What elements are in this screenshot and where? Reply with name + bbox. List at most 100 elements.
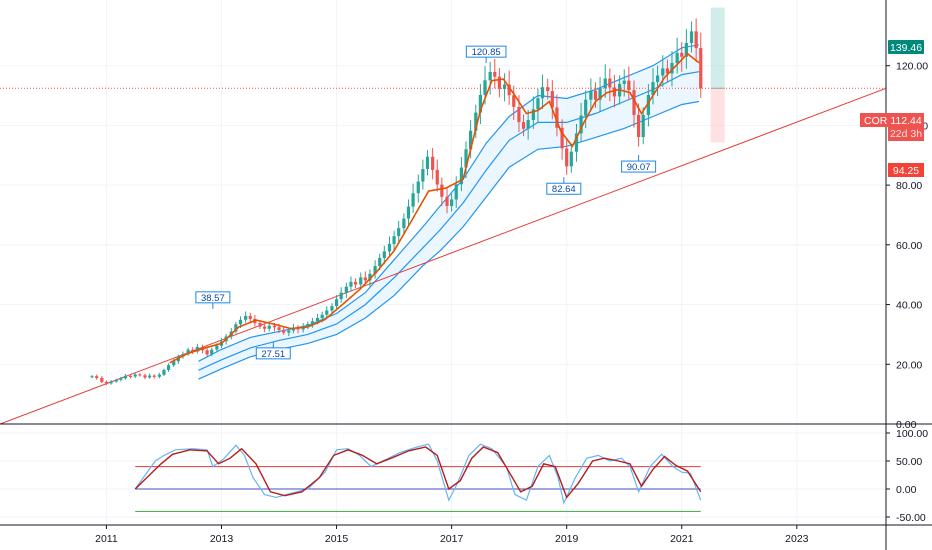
candle: [622, 80, 626, 84]
candle: [646, 94, 651, 115]
annotation-box: [195, 291, 231, 304]
candle: [670, 63, 674, 74]
candle: [123, 375, 128, 379]
candle: [665, 68, 669, 74]
candle: [330, 306, 334, 311]
main-pane[interactable]: 38.57 27.51 120.85 82.64 90.07: [0, 7, 932, 526]
candle: [593, 90, 598, 100]
osc-tick-label: 50.00: [896, 456, 922, 468]
time-tick-label: 2021: [670, 533, 694, 545]
candle: [483, 80, 487, 95]
osc-tick-label: -50.00: [896, 512, 926, 524]
annotation-box: [546, 182, 582, 195]
osc-tick-label: 0.00: [896, 484, 917, 496]
candle: [128, 375, 133, 377]
candle: [675, 52, 679, 64]
band-fill: [198, 44, 699, 380]
candle: [540, 87, 545, 99]
candle: [277, 327, 281, 330]
candle: [325, 310, 329, 315]
price-tick-label: 80.00: [896, 180, 922, 192]
candle: [349, 281, 353, 287]
time-tick-label: 2017: [440, 533, 464, 545]
candle: [406, 206, 411, 219]
candle: [641, 114, 645, 138]
price-tick-label: 20.00: [896, 359, 922, 371]
candle: [574, 133, 579, 152]
candle: [497, 76, 501, 89]
candle: [560, 127, 564, 149]
candle: [550, 91, 554, 108]
last-price-badge-bg: [888, 113, 924, 141]
stop-badge-bg: [888, 163, 924, 177]
candle: [109, 381, 113, 384]
candle: [655, 75, 660, 83]
candle: [90, 376, 94, 378]
candle: [114, 379, 118, 382]
candle: [234, 324, 238, 332]
oscillator-pane[interactable]: [134, 443, 702, 512]
candle: [521, 122, 526, 129]
candle: [651, 82, 655, 95]
target-price-label: 139.46: [890, 42, 922, 54]
candle: [632, 90, 636, 115]
candle: [445, 196, 449, 207]
candle: [488, 71, 492, 81]
moving-average-line: [169, 52, 700, 364]
price-tick-label: 120.00: [896, 61, 928, 73]
candle: [315, 318, 320, 322]
target-price-badge: 139.46: [888, 40, 924, 54]
candle: [694, 31, 698, 49]
candle: [411, 193, 415, 207]
annotation-label: 38.57: [201, 293, 225, 304]
candle: [359, 277, 363, 285]
candle: [661, 68, 665, 76]
candle: [627, 80, 631, 91]
osc-slow-line: [134, 446, 702, 499]
candle: [612, 87, 617, 97]
candle: [569, 151, 573, 167]
candle: [636, 114, 641, 138]
candle: [555, 107, 559, 128]
candle: [608, 78, 612, 88]
candle: [598, 88, 602, 100]
candle: [248, 315, 252, 319]
stop-zone[interactable]: [710, 88, 725, 143]
candle: [166, 365, 171, 370]
candle: [416, 181, 420, 194]
candle: [238, 319, 243, 325]
candle: [579, 115, 583, 134]
candle: [368, 273, 372, 281]
candle: [95, 376, 99, 379]
candle: [425, 156, 430, 170]
candle: [104, 381, 109, 384]
time-axis[interactable]: 2011 2013 2015 2017 2019 2021 2023: [95, 525, 809, 545]
candle: [267, 325, 271, 329]
candle: [382, 251, 386, 258]
target-zone[interactable]: [710, 7, 725, 89]
price-tick-label: 0.00: [896, 419, 917, 431]
candle: [478, 94, 483, 113]
candle: [244, 315, 248, 320]
candle: [210, 349, 214, 355]
candle: [287, 330, 291, 333]
time-tick-label: 2015: [325, 533, 349, 545]
candle: [474, 112, 478, 131]
candle: [191, 349, 195, 352]
candle: [531, 109, 535, 121]
candle: [397, 228, 401, 237]
candle: [680, 52, 684, 57]
candle: [334, 299, 339, 307]
candle: [464, 149, 468, 168]
price-axis[interactable]: 0.0020.0040.0060.0080.00100.00120.00100.…: [885, 0, 928, 550]
trendline[interactable]: [0, 87, 887, 425]
candle: [378, 257, 382, 267]
candle: [584, 99, 588, 116]
osc-fast-line: [134, 443, 702, 505]
candle: [310, 321, 315, 324]
time-tick-label: 2023: [785, 533, 809, 545]
candle: [454, 184, 458, 200]
candle: [258, 323, 262, 327]
candle: [502, 84, 507, 89]
